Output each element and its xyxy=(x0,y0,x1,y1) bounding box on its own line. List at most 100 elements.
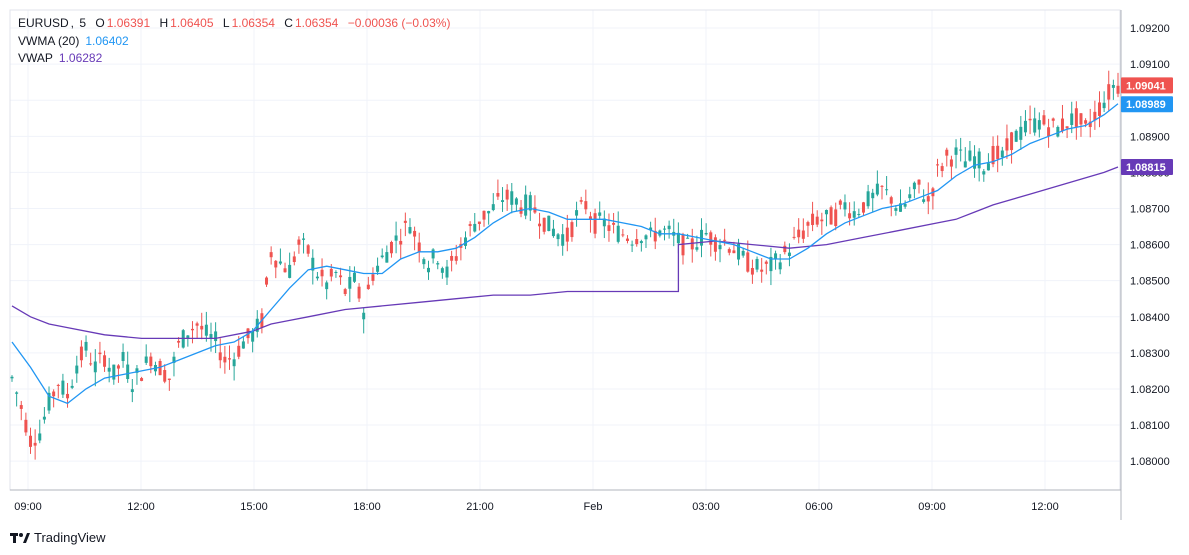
candle xyxy=(75,355,79,383)
candle xyxy=(519,199,523,218)
candle xyxy=(380,248,384,259)
interval-label[interactable]: 5 xyxy=(79,16,87,30)
candle xyxy=(542,217,546,235)
candle xyxy=(926,182,930,215)
candle xyxy=(214,322,218,354)
close-value: 1.06354 xyxy=(294,16,339,30)
time-tick-label: 21:00 xyxy=(466,501,494,513)
candle xyxy=(394,221,398,254)
candle xyxy=(482,210,486,227)
candle xyxy=(820,212,824,235)
candle xyxy=(727,247,731,256)
tradingview-brand[interactable]: TradingView xyxy=(10,530,106,545)
candle xyxy=(61,373,65,399)
vwap-legend[interactable]: VWAP 1.06282 xyxy=(18,51,104,65)
candle xyxy=(79,340,83,368)
time-tick-label: 09:00 xyxy=(14,501,42,513)
candle xyxy=(343,287,347,297)
candle xyxy=(838,199,842,210)
candle xyxy=(450,250,454,272)
candle xyxy=(348,266,352,303)
candle xyxy=(10,375,14,382)
candle xyxy=(690,228,694,263)
candle xyxy=(635,229,639,247)
candle xyxy=(98,341,102,364)
price-tick-label: 1.08300 xyxy=(1130,348,1170,360)
candle xyxy=(167,378,171,391)
candle xyxy=(991,136,995,168)
price-tag-label: 1.09041 xyxy=(1126,80,1166,92)
price-tag: 1.08815 xyxy=(1121,158,1173,175)
price-tick-label: 1.08200 xyxy=(1130,384,1170,396)
candle xyxy=(339,267,343,285)
candle xyxy=(713,234,717,261)
time-tick-label: 06:00 xyxy=(805,501,833,513)
vwma-value: 1.06402 xyxy=(85,34,129,48)
candle xyxy=(709,230,713,257)
vwma-legend[interactable]: VWMA (20) 1.06402 xyxy=(18,34,131,48)
candle xyxy=(746,240,750,273)
price-tick-label: 1.08900 xyxy=(1130,131,1170,143)
candle xyxy=(662,225,666,241)
candle xyxy=(385,245,389,263)
candle xyxy=(38,419,42,444)
candle xyxy=(315,272,319,281)
candle xyxy=(1042,109,1046,126)
candle xyxy=(413,226,417,251)
candle xyxy=(1056,125,1060,138)
candle xyxy=(89,352,93,366)
candle xyxy=(894,205,898,216)
candle xyxy=(274,260,278,279)
candle xyxy=(616,211,620,244)
candle xyxy=(912,181,916,199)
candle xyxy=(945,147,949,167)
candle xyxy=(1102,91,1106,113)
time-tick-label: 15:00 xyxy=(240,501,268,513)
price-tick-label: 1.09200 xyxy=(1130,23,1170,35)
candle xyxy=(764,260,768,275)
candle xyxy=(1107,70,1111,111)
candle xyxy=(644,234,648,248)
candle xyxy=(362,307,366,334)
candle xyxy=(163,364,167,384)
symbol-name[interactable]: EURUSD xyxy=(18,16,69,30)
high-label: H xyxy=(159,16,169,30)
candle xyxy=(140,376,144,382)
candle xyxy=(334,270,338,278)
candle xyxy=(426,260,430,280)
candle xyxy=(278,248,282,266)
candle xyxy=(487,210,491,225)
candle xyxy=(815,210,819,228)
candle xyxy=(885,176,889,196)
price-axis[interactable]: 1.08000 1.08100 1.08200 1.08300 1.08400 1.085… xyxy=(1130,23,1170,468)
candle xyxy=(251,328,255,353)
candle xyxy=(103,350,107,372)
candle xyxy=(811,201,815,232)
candle xyxy=(672,218,676,247)
candle xyxy=(1033,107,1037,136)
candle xyxy=(269,246,273,265)
candle xyxy=(320,258,324,287)
candle xyxy=(1079,112,1083,137)
candle xyxy=(973,145,977,178)
candle xyxy=(29,427,33,454)
candle xyxy=(982,169,986,182)
candle xyxy=(302,232,306,254)
candle xyxy=(1111,79,1115,100)
candle xyxy=(116,364,120,383)
candle xyxy=(501,187,505,212)
vwap-line xyxy=(11,166,1119,340)
candle xyxy=(1014,129,1018,143)
price-tick-label: 1.08500 xyxy=(1130,276,1170,288)
candle xyxy=(602,210,606,239)
candle xyxy=(797,218,801,244)
candle xyxy=(732,241,736,254)
candle xyxy=(755,256,759,273)
time-axis[interactable]: 09:00 12:00 15:00 18:00 21:00 Feb 03:00 06:00 09… xyxy=(14,501,1059,513)
candle xyxy=(306,244,310,257)
price-tag: 1.08989 xyxy=(1121,96,1173,113)
time-tick-label: 12:00 xyxy=(1031,501,1059,513)
candle xyxy=(505,184,509,211)
candle xyxy=(246,327,250,344)
